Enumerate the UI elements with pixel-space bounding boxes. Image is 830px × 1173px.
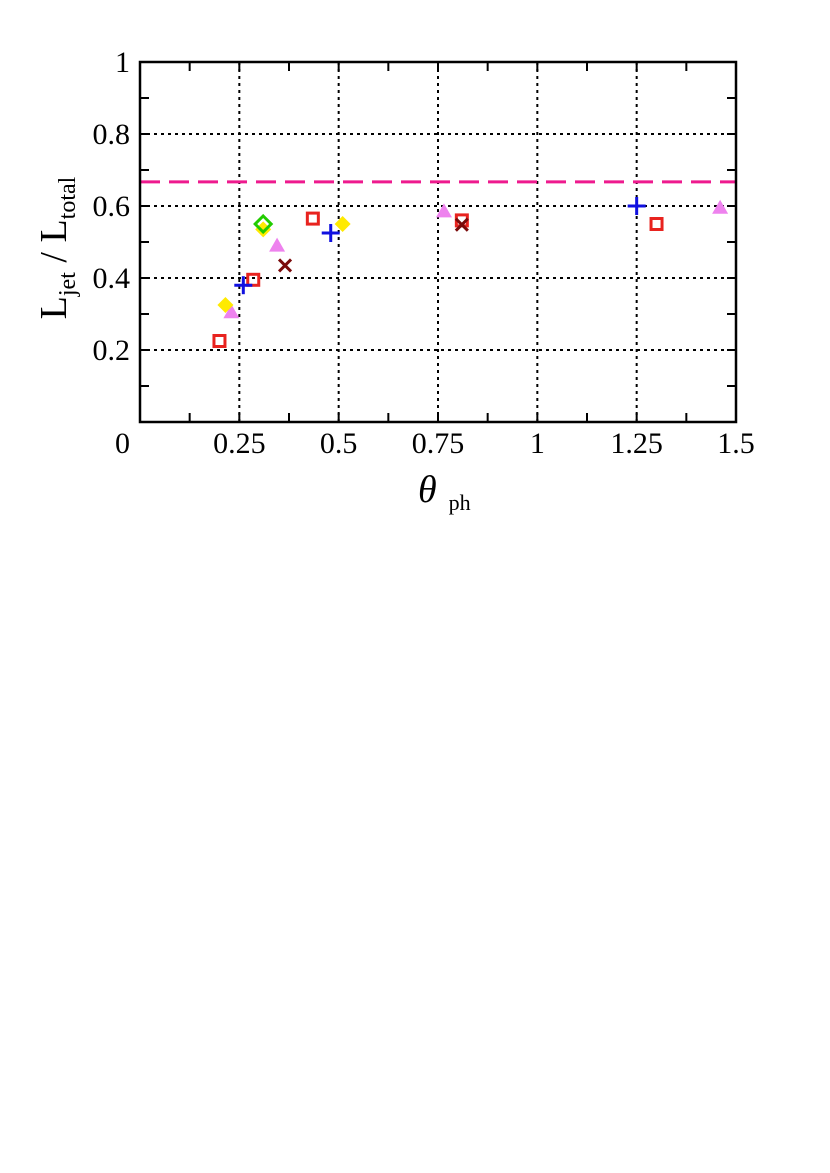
marker-open-diamond [253,213,274,235]
grid-lines [140,62,736,422]
x-axis-label-main: θ [418,469,437,511]
y-axis-label-main-1: L [33,296,75,319]
x-tick-label: 1.25 [610,427,663,460]
y-tick-labels: 0.2 0.4 0.6 0.8 1 [93,46,131,367]
marker-cross-b [277,258,293,273]
marker-filled-triangle [223,304,240,319]
marker-filled-diamond [217,297,234,313]
marker-open-square [246,272,261,287]
x-tick-labels: 0 0.25 0.5 0.75 1 1.25 1.5 [115,427,755,460]
marker-plus [627,197,646,215]
marker-filled-triangle [712,199,729,214]
marker-filled-triangle [269,237,286,252]
x-tick-label: 0 [115,427,130,460]
x-tick-label: 0.5 [320,427,358,460]
marker-cross-b [454,217,469,232]
y-axis-label-main-2: L [33,219,75,242]
marker-filled-triangle [435,203,452,218]
x-tick-label: 1.5 [717,427,755,460]
marker-open-square [305,211,320,226]
y-tick-label: 0.6 [93,190,131,223]
marker-open-square [649,217,664,231]
marker-plus [321,224,340,242]
x-axis-label: θ ph [418,469,471,515]
y-tick-label: 0.4 [93,262,131,295]
x-axis-label-subscript: ph [449,490,471,515]
marker-cross [454,217,469,232]
marker-open-square [212,334,227,348]
axis-ticks [139,61,737,423]
y-tick-label: 1 [115,46,130,79]
marker-filled-diamond [255,221,272,238]
y-axis-label-subscript-1: jet [55,272,81,297]
marker-filled-diamond [334,216,351,232]
y-axis-label-subscript-2: total [55,176,81,219]
plot-frame [138,60,738,424]
x-tick-label: 1 [530,427,545,460]
x-tick-label: 0.75 [412,427,465,460]
marker-plus [234,276,253,295]
y-tick-label: 0.8 [93,118,131,151]
y-axis-label: Ljet / Ltotal [33,176,81,319]
x-tick-label: 0.25 [213,427,266,460]
data-markers [212,197,729,348]
marker-cross [277,258,293,273]
y-tick-label: 0.2 [93,334,131,367]
y-axis-label-separator: / [33,243,75,273]
